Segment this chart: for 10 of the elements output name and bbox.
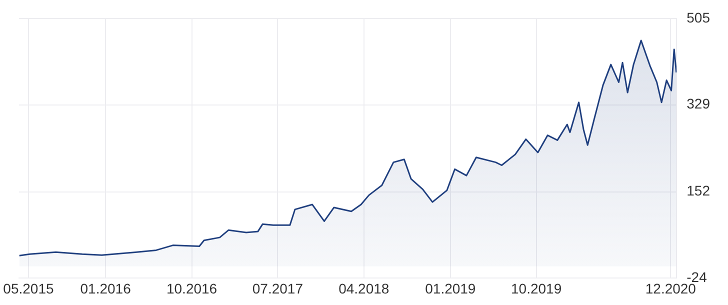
x-tick-label: 04.2018: [338, 280, 390, 296]
x-tick-label: 01.2016: [80, 280, 132, 296]
x-tick-label: 05.2015: [3, 280, 54, 296]
y-tick-label: 152: [686, 182, 710, 199]
x-tick-label: 07.2017: [252, 280, 304, 296]
y-tick-label: 329: [686, 96, 710, 112]
x-tick-label: 10.2016: [166, 280, 218, 296]
x-tick-label: 10.2019: [511, 280, 562, 296]
x-tick-label: 01.2019: [425, 280, 476, 296]
y-tick-label: 505: [686, 9, 710, 26]
